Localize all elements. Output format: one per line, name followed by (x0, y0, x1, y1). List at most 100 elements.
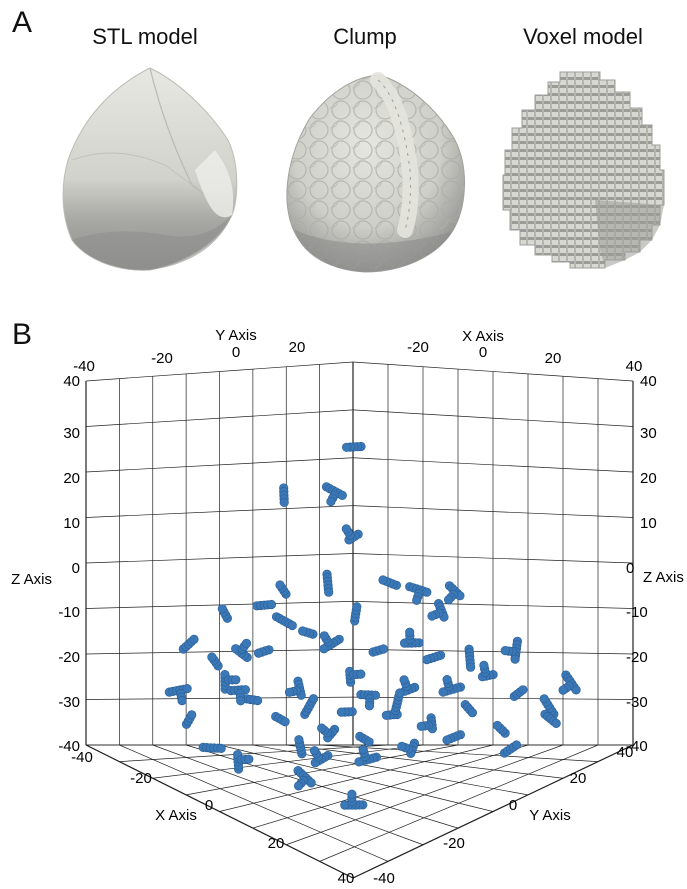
particle (368, 644, 389, 657)
back-left-wall-line (85, 553, 354, 564)
particle-sphere (287, 620, 297, 631)
particle-sphere (422, 587, 432, 597)
particle-sphere (352, 602, 362, 612)
particle-sphere (284, 687, 295, 697)
bottom-x-tick: 20 (268, 835, 285, 852)
particle-sphere (294, 781, 304, 791)
particle-sphere (294, 735, 304, 745)
particle-sphere (479, 660, 489, 671)
bottom-y-tick: 20 (570, 770, 587, 787)
particle (284, 676, 306, 700)
particle (279, 483, 289, 508)
particle-sphere (356, 669, 366, 679)
particle-sphere (319, 631, 329, 641)
particle (294, 735, 307, 759)
bottom-y-tick: -40 (373, 870, 395, 887)
particle (207, 652, 223, 671)
particle (390, 688, 405, 716)
bottom-x-tick: 40 (338, 870, 355, 887)
particle (300, 694, 319, 720)
particle (198, 742, 226, 754)
right-z-tick: 10 (640, 515, 657, 532)
particle-sphere (298, 626, 308, 636)
top-x-tick: -20 (407, 339, 429, 356)
particle-sphere (231, 675, 241, 685)
particle (321, 482, 347, 507)
particle-sphere (254, 648, 264, 658)
right-z-tick: 30 (640, 425, 657, 442)
particle-sphere (253, 695, 263, 706)
left-z-axis-label: Z Axis (11, 571, 52, 588)
particle-sphere (539, 694, 549, 704)
grid-layer (85, 361, 634, 879)
particle (293, 765, 316, 791)
particle-sphere (364, 701, 375, 711)
stl-model-shape (62, 67, 238, 271)
particle (499, 740, 522, 758)
top-x-tick: 0 (479, 344, 487, 361)
top-x-tick: 40 (626, 358, 643, 375)
particle (298, 626, 318, 639)
particle (226, 685, 250, 706)
right-z-tick: -40 (626, 738, 648, 755)
particle-sphere (354, 757, 364, 767)
particle-sphere (317, 723, 327, 733)
left-z-tick: -40 (58, 738, 80, 755)
particle (444, 581, 465, 605)
particle (350, 602, 362, 626)
bottom-y-tick: 40 (617, 744, 634, 761)
left-z-tick: 0 (72, 560, 80, 577)
back-left-wall-line (85, 601, 354, 609)
particle-sphere (347, 789, 357, 799)
frame-line (352, 744, 634, 879)
floor-grid-line (319, 744, 599, 862)
particle-sphere (500, 645, 510, 656)
particle-sphere (378, 575, 388, 585)
right-z-tick: -20 (626, 649, 648, 666)
particle (416, 713, 438, 734)
particle (271, 612, 297, 631)
particle (378, 575, 402, 590)
particle (164, 683, 192, 706)
particle (492, 720, 510, 738)
particle-sphere (236, 696, 246, 706)
particle-sphere (399, 675, 409, 685)
floor-grid-line (186, 744, 459, 829)
bottom-x-tick: -20 (130, 770, 152, 787)
particle-sphere (511, 740, 522, 750)
particle-sphere (442, 674, 452, 685)
particle-sphere (337, 490, 347, 501)
particle (500, 636, 523, 664)
top-x-tick: 20 (545, 350, 562, 367)
particle-sphere (309, 746, 320, 756)
particle (477, 660, 498, 682)
particle-sphere (364, 737, 374, 747)
right-z-tick: -10 (626, 604, 648, 621)
particle-sphere (279, 497, 289, 508)
left-z-tick: -20 (58, 649, 80, 666)
right-z-tick: 20 (640, 470, 657, 487)
bottom-x-tick: -40 (71, 749, 93, 766)
particle (340, 789, 368, 810)
particle (319, 631, 344, 654)
floor-grid-line (119, 744, 389, 862)
particle-sphere (177, 695, 187, 706)
top-y-tick: 20 (289, 339, 306, 356)
back-right-wall-line (352, 553, 634, 564)
particle-sphere (319, 644, 329, 654)
back-right-wall-line (352, 648, 634, 655)
particle-sphere (266, 599, 277, 610)
particle-sphere (510, 654, 520, 664)
particle-sphere (405, 627, 415, 637)
particle (231, 638, 252, 663)
particle (540, 709, 561, 729)
particle-sphere (216, 743, 226, 754)
particle-sphere (551, 718, 561, 729)
top-y-tick: -40 (73, 358, 95, 375)
particle (345, 666, 366, 687)
particle-sphere (182, 683, 192, 694)
top-y-tick: -20 (151, 350, 173, 367)
particle (460, 699, 478, 718)
particle-sphere (442, 735, 452, 745)
